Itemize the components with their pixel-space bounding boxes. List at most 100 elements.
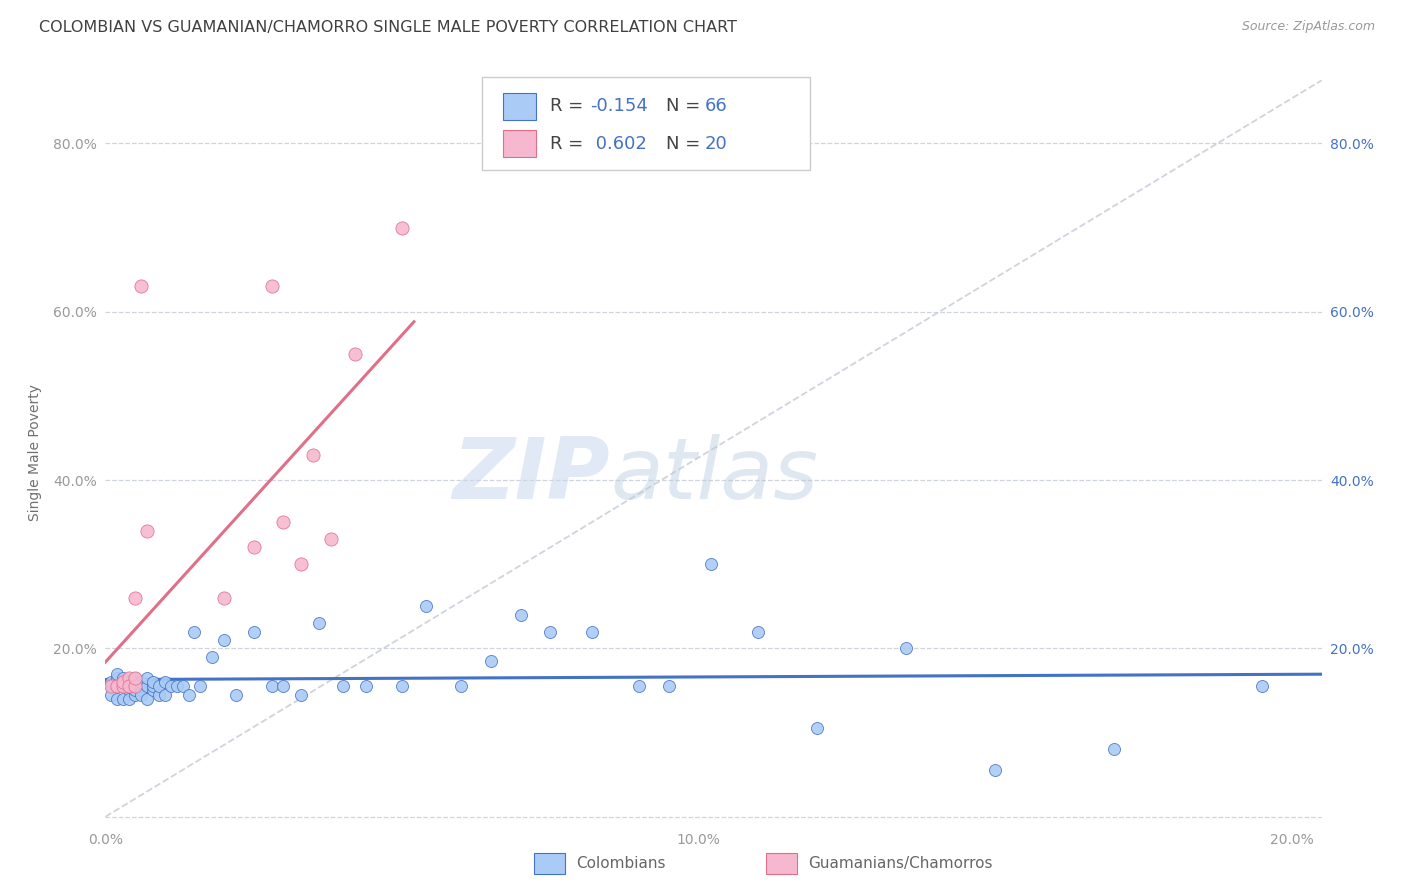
Point [356, 679, 378, 693]
Point [302, 448, 325, 462]
Point [118, 683, 141, 698]
Point [260, 679, 283, 693]
Text: N =: N = [665, 135, 706, 153]
Point [225, 688, 247, 702]
Text: ZIP: ZIP [453, 434, 610, 516]
Point [183, 624, 205, 639]
Text: N =: N = [665, 97, 706, 115]
Point [984, 764, 1007, 778]
Point [112, 679, 135, 693]
Point [896, 641, 918, 656]
Point [153, 675, 176, 690]
Point [538, 624, 561, 639]
Point [806, 721, 828, 735]
Point [450, 679, 472, 693]
Point [142, 679, 165, 693]
Point [124, 688, 146, 702]
Point [308, 616, 330, 631]
Point [148, 688, 170, 702]
Point [332, 679, 354, 693]
Point [201, 649, 224, 664]
Point [391, 679, 413, 693]
Point [166, 679, 188, 693]
Point [118, 675, 141, 690]
Point [509, 607, 531, 622]
Point [699, 558, 721, 572]
Point [124, 683, 146, 698]
Text: Colombians: Colombians [576, 856, 666, 871]
Point [658, 679, 681, 693]
Point [105, 666, 128, 681]
Point [124, 675, 146, 690]
Point [105, 691, 128, 706]
Point [118, 679, 141, 693]
Point [129, 688, 152, 702]
Point [129, 279, 152, 293]
Point [212, 632, 235, 647]
Text: 66: 66 [704, 97, 728, 115]
Point [177, 688, 200, 702]
Point [124, 679, 146, 693]
Point [129, 679, 152, 693]
Point [112, 679, 135, 693]
Text: COLOMBIAN VS GUAMANIAN/CHAMORRO SINGLE MALE POVERTY CORRELATION CHART: COLOMBIAN VS GUAMANIAN/CHAMORRO SINGLE M… [39, 20, 737, 35]
Point [105, 671, 128, 685]
Point [112, 675, 135, 690]
Point [105, 679, 128, 693]
Point [100, 679, 122, 693]
Text: -0.154: -0.154 [589, 97, 648, 115]
Point [273, 679, 295, 693]
Point [136, 671, 159, 685]
Point [747, 624, 769, 639]
Point [628, 679, 651, 693]
Point [391, 220, 413, 235]
Point [112, 691, 135, 706]
Point [319, 532, 342, 546]
Point [1251, 679, 1274, 693]
Point [242, 541, 264, 555]
Point [136, 524, 159, 538]
Point [212, 591, 235, 605]
Point [129, 683, 152, 698]
Point [105, 679, 128, 693]
Point [136, 691, 159, 706]
Point [290, 558, 312, 572]
Point [190, 679, 212, 693]
Point [112, 671, 135, 685]
Point [100, 679, 122, 693]
Point [142, 683, 165, 698]
Point [124, 671, 146, 685]
Text: Source: ZipAtlas.com: Source: ZipAtlas.com [1241, 20, 1375, 33]
Point [112, 679, 135, 693]
Point [142, 675, 165, 690]
Y-axis label: Single Male Poverty: Single Male Poverty [28, 384, 42, 521]
Point [1102, 742, 1125, 756]
Point [100, 688, 122, 702]
Point [148, 679, 170, 693]
Text: R =: R = [550, 97, 589, 115]
Point [124, 591, 146, 605]
Text: 20: 20 [704, 135, 728, 153]
Text: 0.602: 0.602 [589, 135, 647, 153]
Point [343, 347, 366, 361]
Point [124, 679, 146, 693]
Point [118, 679, 141, 693]
Text: atlas: atlas [610, 434, 818, 516]
Point [479, 654, 502, 668]
Text: Guamanians/Chamorros: Guamanians/Chamorros [808, 856, 993, 871]
Point [136, 679, 159, 693]
Point [100, 675, 122, 690]
Point [153, 688, 176, 702]
Point [260, 279, 283, 293]
Point [159, 679, 181, 693]
Point [129, 675, 152, 690]
Point [242, 624, 264, 639]
Point [118, 671, 141, 685]
Point [124, 671, 146, 685]
Text: R =: R = [550, 135, 589, 153]
Point [172, 679, 194, 693]
Point [290, 688, 312, 702]
Point [118, 691, 141, 706]
Point [273, 515, 295, 529]
Point [415, 599, 437, 614]
